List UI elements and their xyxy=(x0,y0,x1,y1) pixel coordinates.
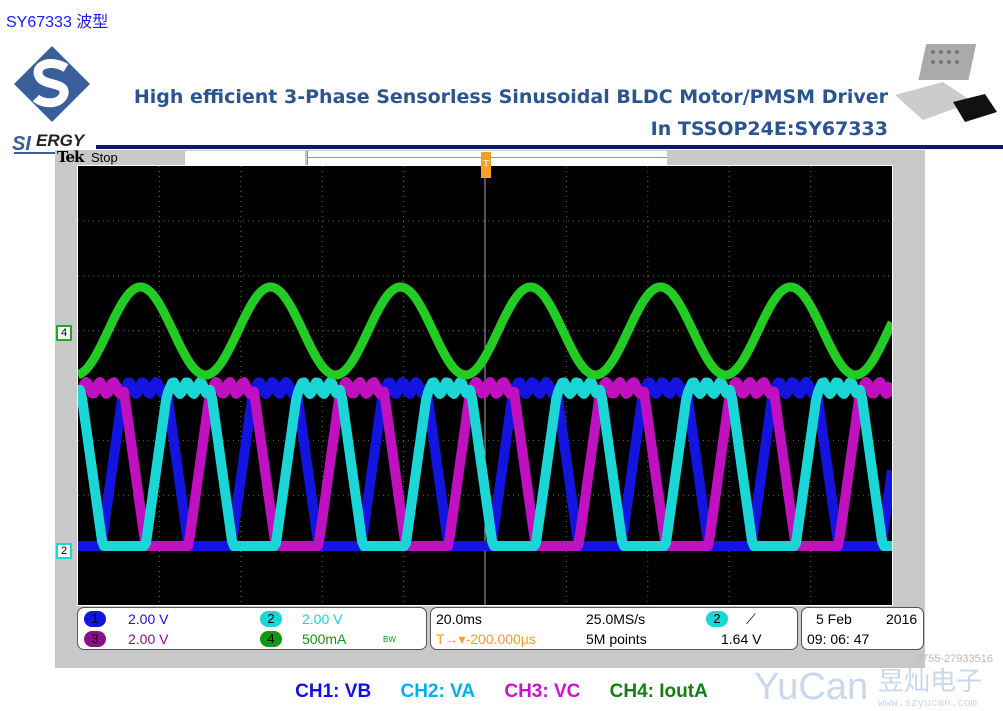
slide-tag: SY67333 波型 xyxy=(6,14,109,31)
ch4-marker[interactable]: 4 xyxy=(56,325,72,341)
tek-brand: Tek xyxy=(57,148,84,166)
svg-text:ERGY: ERGY xyxy=(36,131,86,150)
ch2-scale: 2.00 V xyxy=(302,611,343,627)
legend-ch4: CH4: IoutA xyxy=(609,681,708,702)
timebase: 20.0ms xyxy=(436,611,482,627)
oscilloscope-screen: Tek Stop T 4 2 1 2.00 V 3 2.00 V 2 2.00 … xyxy=(55,148,925,668)
slide-title: High efficient 3-Phase Sensorless Sinuso… xyxy=(133,86,888,108)
record-length: 5M points xyxy=(586,631,647,647)
waveform-display xyxy=(73,166,897,605)
channel-legend: CH1: VB CH2: VA CH3: VC CH4: IoutA xyxy=(0,680,1003,704)
waveform-graticule xyxy=(73,165,897,606)
ch3-scale: 2.00 V xyxy=(128,631,169,647)
chip-package-image xyxy=(895,44,997,122)
svg-text:SI: SI xyxy=(12,133,31,155)
bandwidth-limit-indicator: BW xyxy=(383,635,396,644)
acquisition-status: Stop xyxy=(91,150,118,165)
watermark-url: www.szyucan.com xyxy=(878,698,978,710)
watermark: 0755-27933516 YuCan 昱灿电子 www.szyucan.com xyxy=(748,650,1003,711)
watermark-cn: 昱灿电子 xyxy=(878,666,983,696)
trigger-level: 1.64 V xyxy=(721,631,762,647)
ch1-waveform xyxy=(75,377,897,551)
watermark-brand: YuCan xyxy=(754,666,869,708)
channel-settings[interactable]: 1 2.00 V 3 2.00 V 2 2.00 V 4 500mA BW xyxy=(77,607,427,650)
ch1-badge: 1 xyxy=(84,611,106,627)
date-time: 5 Feb 2016 09: 06: 47 xyxy=(801,607,924,650)
ch1-scale: 2.00 V xyxy=(128,611,169,627)
legend-ch1: CH1: VB xyxy=(295,681,372,702)
watermark-phone: 0755-27933516 xyxy=(915,653,993,665)
sample-rate: 25.0MS/s xyxy=(586,611,646,627)
trigger-source-badge: 2 xyxy=(706,611,728,627)
legend-ch2: CH2: VA xyxy=(400,681,476,702)
scope-status-bar: 1 2.00 V 3 2.00 V 2 2.00 V 4 500mA BW 20… xyxy=(77,607,925,652)
ch3-waveform xyxy=(73,377,897,551)
ch4-badge: 4 xyxy=(260,631,282,647)
trigger-delay: T→▾-200.000µs xyxy=(436,631,536,647)
year: 2016 xyxy=(886,611,918,627)
ch3-badge: 3 xyxy=(84,631,106,647)
ch2-badge: 2 xyxy=(260,611,282,627)
slide-subtitle: In TSSOP24E:SY67333 xyxy=(650,118,888,140)
legend-ch3: CH3: VC xyxy=(504,681,581,702)
silergy-logo: SI ERGY xyxy=(12,46,94,155)
time: 09: 06: 47 xyxy=(807,631,870,647)
trigger-slope-icon: ⟋ xyxy=(746,611,756,627)
trigger-position-marker: T xyxy=(481,152,491,178)
timebase-settings[interactable]: 20.0ms T→▾-200.000µs 25.0MS/s 5M points … xyxy=(430,607,798,650)
date: 5 Feb xyxy=(816,611,852,627)
ch2-waveform xyxy=(73,377,895,551)
ch4-waveform xyxy=(76,282,897,380)
ch4-scale: 500mA xyxy=(302,631,347,647)
ch2-marker[interactable]: 2 xyxy=(56,543,72,559)
title-rule xyxy=(96,145,1003,149)
